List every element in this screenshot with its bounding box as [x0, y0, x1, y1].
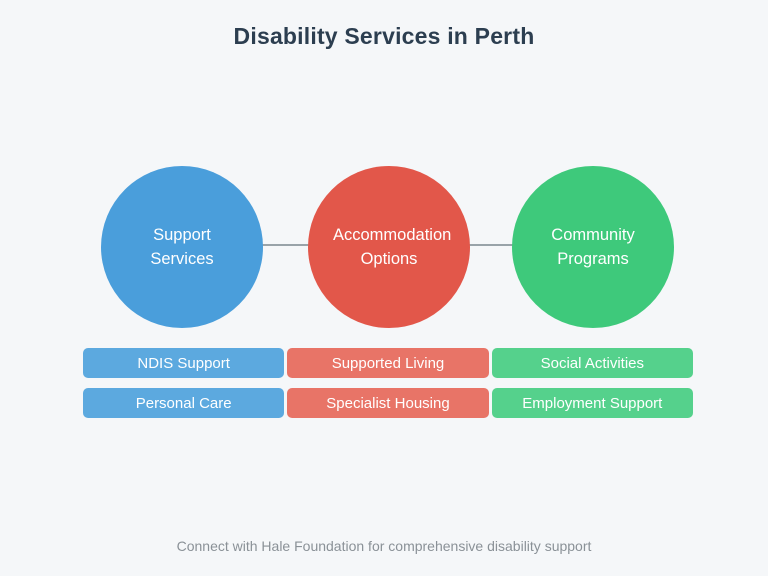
pill-personal-care: Personal Care	[83, 388, 285, 418]
pill-specialist-housing: Specialist Housing	[287, 388, 489, 418]
pill-employment-support: Employment Support	[491, 388, 693, 418]
circle-label: Community Programs	[551, 226, 635, 268]
circle-label: Support Services	[150, 226, 214, 268]
pill-grid: NDIS Support Supported Living Social Act…	[83, 348, 693, 418]
pill-ndis-support: NDIS Support	[83, 348, 285, 378]
connector-line-right	[389, 244, 593, 246]
pill-social-activities: Social Activities	[491, 348, 693, 378]
circle-label: Accommodation Options	[333, 226, 452, 268]
pill-supported-living: Supported Living	[287, 348, 489, 378]
page-title: Disability Services in Perth	[233, 23, 535, 49]
connector-line-left	[182, 244, 389, 246]
circle-community-programs: Community Programs	[512, 166, 674, 328]
footer-tagline: Connect with Hale Foundation for compreh…	[176, 538, 592, 554]
circle-support-services: Support Services	[101, 166, 263, 328]
circle-accommodation-options: Accommodation Options	[308, 166, 470, 328]
